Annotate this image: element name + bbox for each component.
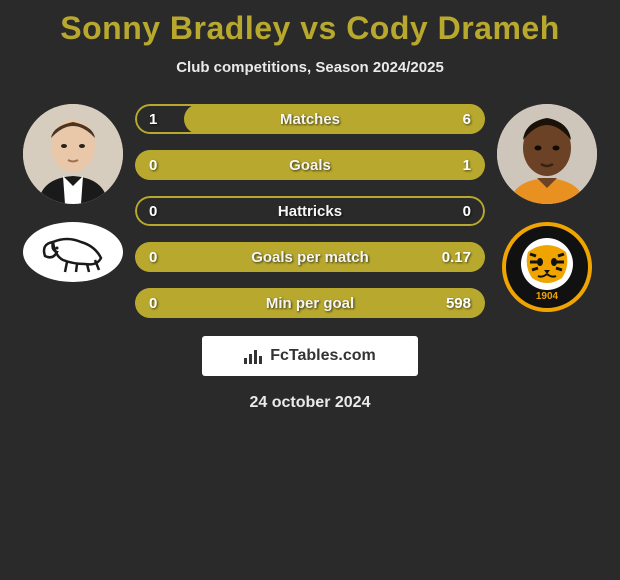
brand-badge: FcTables.com (202, 336, 418, 376)
stat-row: 0Hattricks0 (135, 196, 485, 226)
player-left-avatar (23, 104, 123, 204)
left-side (23, 104, 123, 282)
bars-icon (244, 348, 264, 364)
stat-label: Matches (135, 111, 485, 128)
club-right-logo: 1904 (502, 222, 592, 312)
subtitle: Club competitions, Season 2024/2025 (0, 59, 620, 76)
stat-right-value: 0.17 (442, 249, 471, 266)
stat-label: Goals (135, 157, 485, 174)
club-right-year: 1904 (506, 291, 588, 302)
right-side: 1904 (497, 104, 597, 312)
avatar-right-icon (497, 104, 597, 204)
stat-right-value: 598 (446, 295, 471, 312)
stats-center: 1Matches60Goals10Hattricks00Goals per ma… (135, 104, 485, 318)
stat-row: 0Goals1 (135, 150, 485, 180)
player-right-avatar (497, 104, 597, 204)
stat-label: Goals per match (135, 249, 485, 266)
ram-icon (23, 222, 123, 282)
stat-right-value: 1 (463, 157, 471, 174)
stat-label: Min per goal (135, 295, 485, 312)
avatar-left-icon (23, 104, 123, 204)
date-text: 24 october 2024 (0, 394, 620, 412)
main-row: 1Matches60Goals10Hattricks00Goals per ma… (0, 104, 620, 318)
stat-right-value: 0 (463, 203, 471, 220)
infographic-container: Sonny Bradley vs Cody Drameh Club compet… (0, 0, 620, 412)
page-title: Sonny Bradley vs Cody Drameh (0, 10, 620, 47)
stat-row: 0Min per goal598 (135, 288, 485, 318)
club-left-logo (23, 222, 123, 282)
brand-text: FcTables.com (270, 347, 376, 365)
stat-right-value: 6 (463, 111, 471, 128)
stat-label: Hattricks (135, 203, 485, 220)
stat-row: 0Goals per match0.17 (135, 242, 485, 272)
stat-row: 1Matches6 (135, 104, 485, 134)
